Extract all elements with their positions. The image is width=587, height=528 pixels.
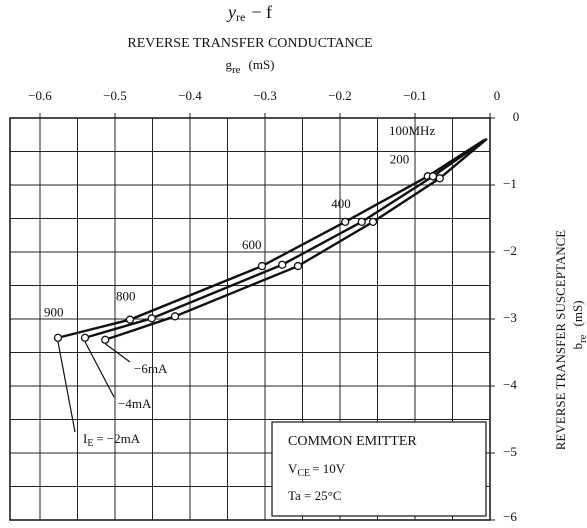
frequency-label: 800	[116, 289, 136, 304]
x-tick-label: 0	[494, 88, 501, 103]
y-tick-label: −1	[503, 176, 517, 191]
chart-subtitle: REVERSE TRANSFER CONDUCTANCE	[127, 36, 372, 51]
frequency-label: 600	[242, 237, 262, 252]
leader-line	[84, 341, 115, 398]
point	[357, 217, 366, 227]
curve	[84, 138, 487, 339]
v-rest: = 10V	[312, 461, 346, 476]
y-axis-symbol: bre(mS)	[570, 300, 587, 349]
x-tick-label: −0.3	[253, 88, 277, 103]
point	[53, 333, 63, 342]
curve	[57, 139, 485, 339]
y-tick-label: −4	[503, 377, 517, 392]
chart-title: yre − f	[226, 2, 272, 24]
box-line: Ta = 25°C	[288, 488, 342, 503]
frequency-label: 100MHz	[389, 123, 435, 138]
series-name: −6mA	[134, 361, 168, 376]
x-tick-label: −0.4	[178, 88, 202, 103]
x-tick-label: −0.5	[103, 88, 127, 103]
frequency-label: 400	[331, 196, 351, 211]
current-symbol: I	[83, 431, 87, 446]
y-tick-label: −3	[503, 310, 517, 325]
x-tick-label: −0.6	[28, 88, 52, 103]
box-line: VCE = 10V	[288, 461, 346, 479]
x-tick-label: −0.2	[328, 88, 352, 103]
series-name: −2mA	[107, 431, 141, 446]
x-tick-label: −0.1	[403, 88, 427, 103]
series-label: −6mA	[134, 361, 168, 376]
leader-line	[104, 343, 131, 363]
y-tick-label: −2	[503, 243, 517, 258]
box-line: COMMON EMITTER	[288, 434, 417, 449]
v-symbol: V	[288, 461, 298, 476]
point	[435, 174, 444, 183]
point	[368, 217, 378, 227]
current-sub: E	[87, 438, 93, 449]
curve	[104, 137, 488, 341]
series-label: IE = −2mA	[83, 431, 141, 449]
point	[293, 261, 303, 271]
frequency-label: 200	[390, 151, 410, 166]
y-tick-label: 0	[513, 109, 520, 124]
point	[101, 335, 110, 344]
point	[341, 217, 350, 227]
current-eq: =	[96, 431, 103, 446]
y-tick-label: −5	[503, 444, 517, 459]
v-sub: CE	[297, 468, 310, 479]
leader-line	[57, 341, 76, 433]
y-axis-label: REVERSE TRANSFER SUSCEPTANCE	[553, 230, 568, 451]
y-tick-label: −6	[503, 509, 517, 524]
point	[125, 315, 135, 324]
series-name: −4mA	[118, 396, 152, 411]
x-axis-label: gre (mS)	[225, 57, 274, 76]
point	[147, 314, 156, 323]
point	[170, 312, 180, 321]
frequency-label: 900	[44, 305, 64, 320]
info-box	[271, 421, 487, 517]
series-label: −4mA	[118, 396, 152, 411]
point	[80, 333, 90, 342]
point	[278, 260, 287, 269]
point	[428, 172, 438, 181]
point	[257, 261, 267, 271]
